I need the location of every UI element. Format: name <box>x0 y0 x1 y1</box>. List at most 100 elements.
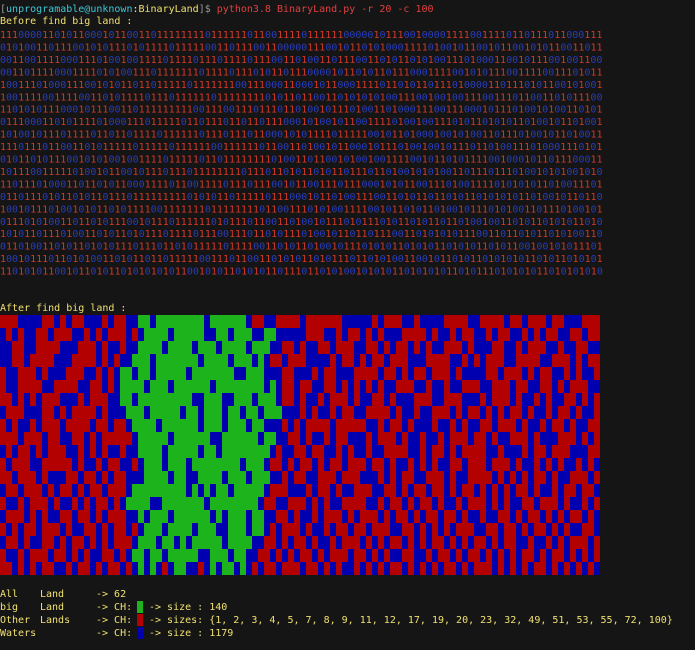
cell <box>294 354 300 367</box>
cell <box>294 458 300 471</box>
cell <box>108 341 114 354</box>
binary-run: 11 <box>283 80 295 91</box>
binary-run: 0 <box>554 92 560 103</box>
cell <box>468 523 474 536</box>
binary-run: 0 <box>277 105 283 116</box>
binary-run: 0 <box>337 179 343 190</box>
binary-run: 0 <box>494 117 500 128</box>
cell <box>432 328 438 341</box>
cell <box>342 445 348 458</box>
binary-run: 111 <box>530 30 548 41</box>
cell <box>12 328 18 341</box>
cell <box>498 341 504 354</box>
cell <box>546 367 552 380</box>
cell <box>108 484 114 497</box>
binary-run: 11111 <box>102 142 132 153</box>
cell <box>84 419 90 432</box>
binary-run: 11 <box>506 229 518 240</box>
cell <box>396 328 402 341</box>
binary-run: 1 <box>102 55 108 66</box>
cell <box>222 419 228 432</box>
binary-run: 1 <box>524 267 530 278</box>
cell <box>198 445 204 458</box>
cell <box>0 523 6 536</box>
binary-run: 1 <box>307 142 313 153</box>
binary-run: 00 <box>428 142 440 153</box>
binary-run: 11 <box>398 55 410 66</box>
binary-run: 0 <box>386 105 392 116</box>
binary-run: 11 <box>530 217 542 228</box>
binary-run: 0 <box>247 30 253 41</box>
cell <box>582 380 588 393</box>
cell <box>312 328 318 341</box>
binary-run: 1 <box>380 242 386 253</box>
binary-run: 11 <box>283 92 295 103</box>
cell <box>408 367 414 380</box>
binary-run: 0 <box>12 267 18 278</box>
cell <box>330 354 336 367</box>
cell <box>192 393 198 406</box>
binary-run: 111 <box>283 229 301 240</box>
cell <box>144 484 150 497</box>
binary-run: 11 <box>265 142 277 153</box>
binary-run: 11 <box>470 117 482 128</box>
cell <box>552 367 558 380</box>
cell <box>480 432 486 445</box>
binary-run: 111 <box>362 217 380 228</box>
cell <box>450 484 456 497</box>
binary-run: 1 <box>416 217 422 228</box>
binary-run: 1 <box>554 229 560 240</box>
cell <box>294 471 300 484</box>
cell <box>348 445 354 458</box>
section-title: Before find big land : <box>0 16 132 27</box>
binary-run: 11 <box>259 254 271 265</box>
cell <box>126 497 132 510</box>
cell <box>168 393 174 406</box>
cell <box>36 328 42 341</box>
cell <box>438 380 444 393</box>
cell <box>252 562 258 575</box>
cell <box>324 393 330 406</box>
cell <box>468 445 474 458</box>
cell <box>234 484 240 497</box>
binary-run: 11 <box>301 254 313 265</box>
cell <box>156 549 162 562</box>
binary-run: 0 <box>578 192 584 203</box>
binary-run: 0 <box>518 179 524 190</box>
cell <box>144 354 150 367</box>
cell <box>288 367 294 380</box>
cell <box>210 380 216 393</box>
cell <box>540 549 546 562</box>
cell <box>450 419 456 432</box>
binary-run: 11 <box>253 30 265 41</box>
cell <box>24 536 30 549</box>
cell <box>198 562 204 575</box>
cell <box>0 380 6 393</box>
cell <box>144 536 150 549</box>
binary-run: 0 <box>578 142 584 153</box>
binary-run: 11 <box>446 217 458 228</box>
binary-run: 111 <box>145 167 163 178</box>
cell <box>210 510 216 523</box>
cell <box>522 393 528 406</box>
cell <box>72 393 78 406</box>
binary-run: 00 <box>253 242 265 253</box>
binary-run: 0 <box>72 217 78 228</box>
cell <box>576 549 582 562</box>
cell <box>570 328 576 341</box>
cell <box>42 315 48 328</box>
cell <box>300 549 306 562</box>
cell <box>96 328 102 341</box>
cell <box>48 328 54 341</box>
cell <box>396 419 402 432</box>
binary-run: 11 <box>60 217 72 228</box>
binary-run: 0 <box>18 229 24 240</box>
cell <box>576 458 582 471</box>
cell <box>288 393 294 406</box>
cell <box>378 458 384 471</box>
binary-run: 1 <box>313 242 319 253</box>
cell <box>270 432 276 445</box>
binary-run: 1 <box>566 80 572 91</box>
binary-run: 0000 <box>18 30 42 41</box>
cell <box>336 315 342 328</box>
